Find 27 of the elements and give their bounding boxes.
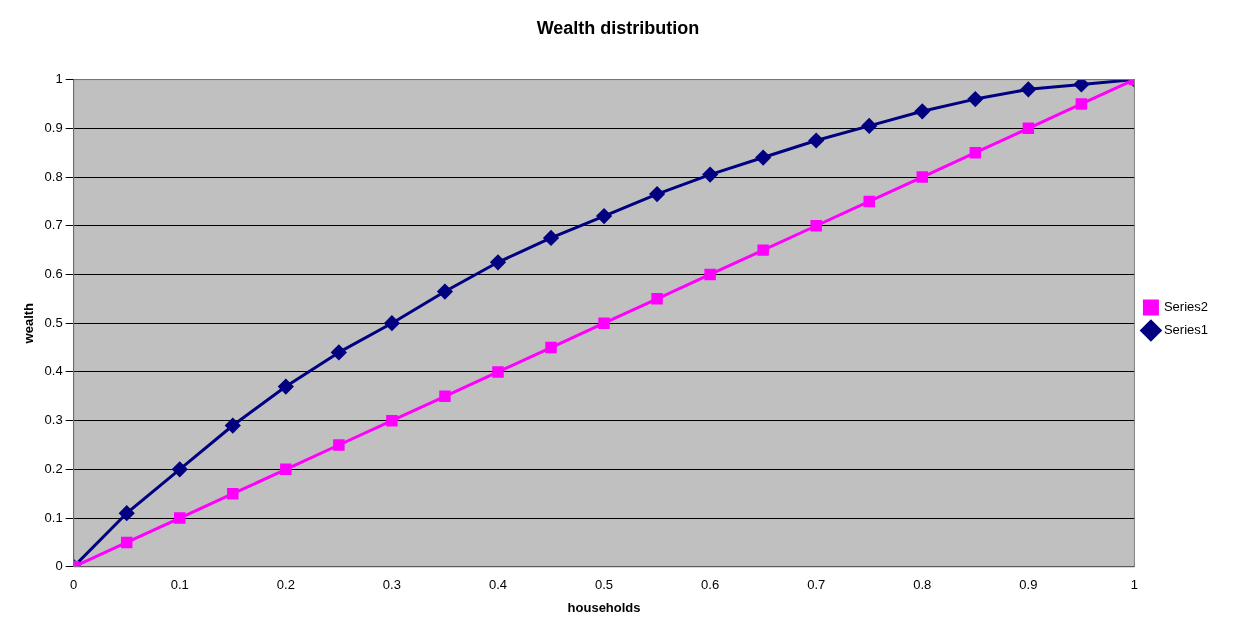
y-tick-label: 0.7	[44, 217, 63, 233]
x-tick-label: 0.3	[382, 577, 401, 593]
x-tick-label: 0.6	[701, 577, 720, 593]
y-tick-label: 0.2	[44, 460, 63, 476]
x-tick-label: 0.8	[913, 577, 932, 593]
chart-title: Wealth distribution	[536, 17, 700, 38]
y-tick-label: 0	[55, 558, 63, 574]
legend-label: Series1	[1163, 322, 1208, 338]
y-tick-label: 0.8	[44, 168, 63, 184]
y-tick-label: 0.4	[44, 363, 63, 379]
legend-label: Series2	[1163, 299, 1208, 315]
x-tick-label: 0.9	[1019, 577, 1038, 593]
y-tick-label: 0.1	[44, 509, 63, 525]
x-tick-label: 0.5	[595, 577, 614, 593]
y-tick-label: 0.3	[44, 412, 63, 428]
y-tick-label: 0.9	[44, 119, 63, 135]
x-tick-label: 1	[1130, 577, 1139, 593]
x-axis-title: households	[567, 599, 641, 615]
y-axis-title: wealth	[21, 302, 37, 345]
x-tick-label: 0.2	[276, 577, 295, 593]
x-tick-label: 0.1	[170, 577, 189, 593]
x-tick-label: 0	[70, 577, 78, 593]
y-tick-label: 1	[55, 71, 63, 87]
y-tick-label: 0.5	[44, 314, 63, 330]
x-tick-label: 0.7	[807, 577, 826, 593]
x-tick-label: 0.4	[488, 577, 508, 593]
y-tick-label: 0.6	[44, 266, 63, 282]
